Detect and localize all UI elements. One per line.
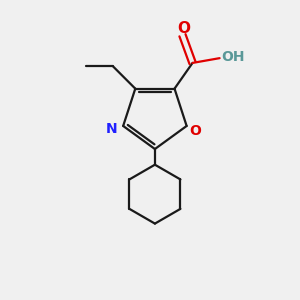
Text: O: O <box>177 21 190 36</box>
Text: O: O <box>189 124 201 138</box>
Text: N: N <box>106 122 118 136</box>
Text: OH: OH <box>222 50 245 64</box>
